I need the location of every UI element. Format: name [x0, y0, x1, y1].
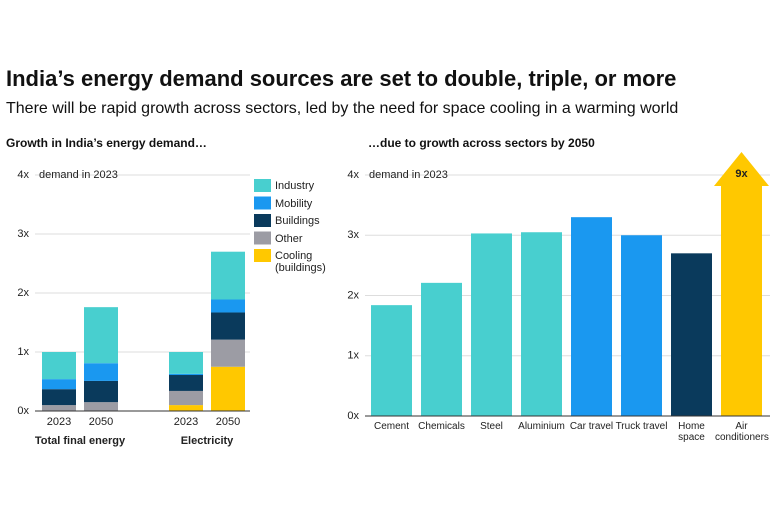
title: India’s energy demand sources are set to… [6, 66, 677, 91]
legend-swatch [254, 179, 271, 192]
legend-swatch [254, 196, 271, 210]
bar-segment [42, 352, 76, 380]
bar-segment [169, 405, 203, 411]
bar-segment [84, 307, 118, 364]
bar-segment [84, 363, 118, 381]
bar-segment [42, 389, 76, 406]
y-tick-label: 2x [347, 289, 359, 301]
annotation: demand in 2023 [39, 169, 118, 181]
bar [371, 305, 412, 416]
bar-segment [84, 380, 118, 403]
panel-title: …due to growth across sectors by 2050 [368, 136, 595, 150]
group-label: Total final energy [35, 435, 126, 447]
x-tick-label: Home space [678, 421, 705, 443]
group-label: Electricity [181, 435, 234, 447]
x-tick-label: Steel [480, 421, 503, 432]
x-tick-label: 2050 [89, 416, 113, 428]
legend-swatch [254, 214, 271, 227]
bar [521, 232, 562, 416]
legend-label: Industry [275, 180, 315, 192]
x-tick-label: Chemicals [418, 421, 465, 432]
x-tick-label: 2023 [174, 416, 198, 428]
bar [471, 233, 512, 416]
legend-label: Buildings [275, 215, 320, 227]
legend-label: Cooling (buildings) [275, 250, 326, 274]
y-tick-label: 3x [17, 228, 29, 240]
bar-segment [42, 379, 76, 390]
legend-swatch [254, 231, 271, 245]
bar-segment [169, 373, 203, 376]
bar-segment [211, 366, 245, 411]
bar-segment [211, 251, 245, 300]
bar [721, 185, 762, 416]
y-tick-label: 2x [17, 287, 29, 299]
bar [671, 253, 712, 416]
y-tick-label: 1x [17, 346, 29, 358]
y-tick-label: 4x [17, 169, 29, 181]
bar-segment [211, 339, 245, 367]
x-tick-label: 2050 [216, 416, 240, 428]
bar-segment [169, 352, 203, 374]
bar-segment [169, 390, 203, 406]
legend-swatch [254, 249, 271, 262]
x-tick-label: Truck travel [615, 421, 668, 432]
subtitle: There will be rapid growth across sector… [6, 100, 679, 117]
y-tick-label: 4x [347, 169, 359, 181]
x-tick-label: Car travel [569, 421, 614, 432]
value-label: 9x [735, 168, 748, 180]
annotation: demand in 2023 [369, 169, 448, 181]
x-tick-label: 2023 [47, 416, 71, 428]
bar-segment [42, 405, 76, 411]
bar [421, 282, 462, 416]
panel-title: Growth in India’s energy demand… [6, 136, 207, 150]
bar [571, 217, 612, 416]
y-tick-label: 0x [347, 410, 359, 422]
bar-segment [84, 402, 118, 411]
bar-segment [169, 375, 203, 391]
legend-label: Other [275, 232, 303, 245]
bar-segment [211, 299, 245, 313]
bar-arrow [714, 152, 769, 186]
bar-segment [211, 312, 245, 340]
legend-label: Mobility [275, 197, 313, 210]
bar [621, 235, 662, 416]
x-tick-label: Cement [373, 421, 409, 432]
y-tick-label: 0x [17, 405, 29, 417]
y-tick-label: 1x [347, 350, 359, 362]
y-tick-label: 3x [347, 229, 359, 241]
x-tick-label: Aluminium [518, 421, 565, 432]
x-tick-label: Air conditioners [715, 421, 769, 443]
